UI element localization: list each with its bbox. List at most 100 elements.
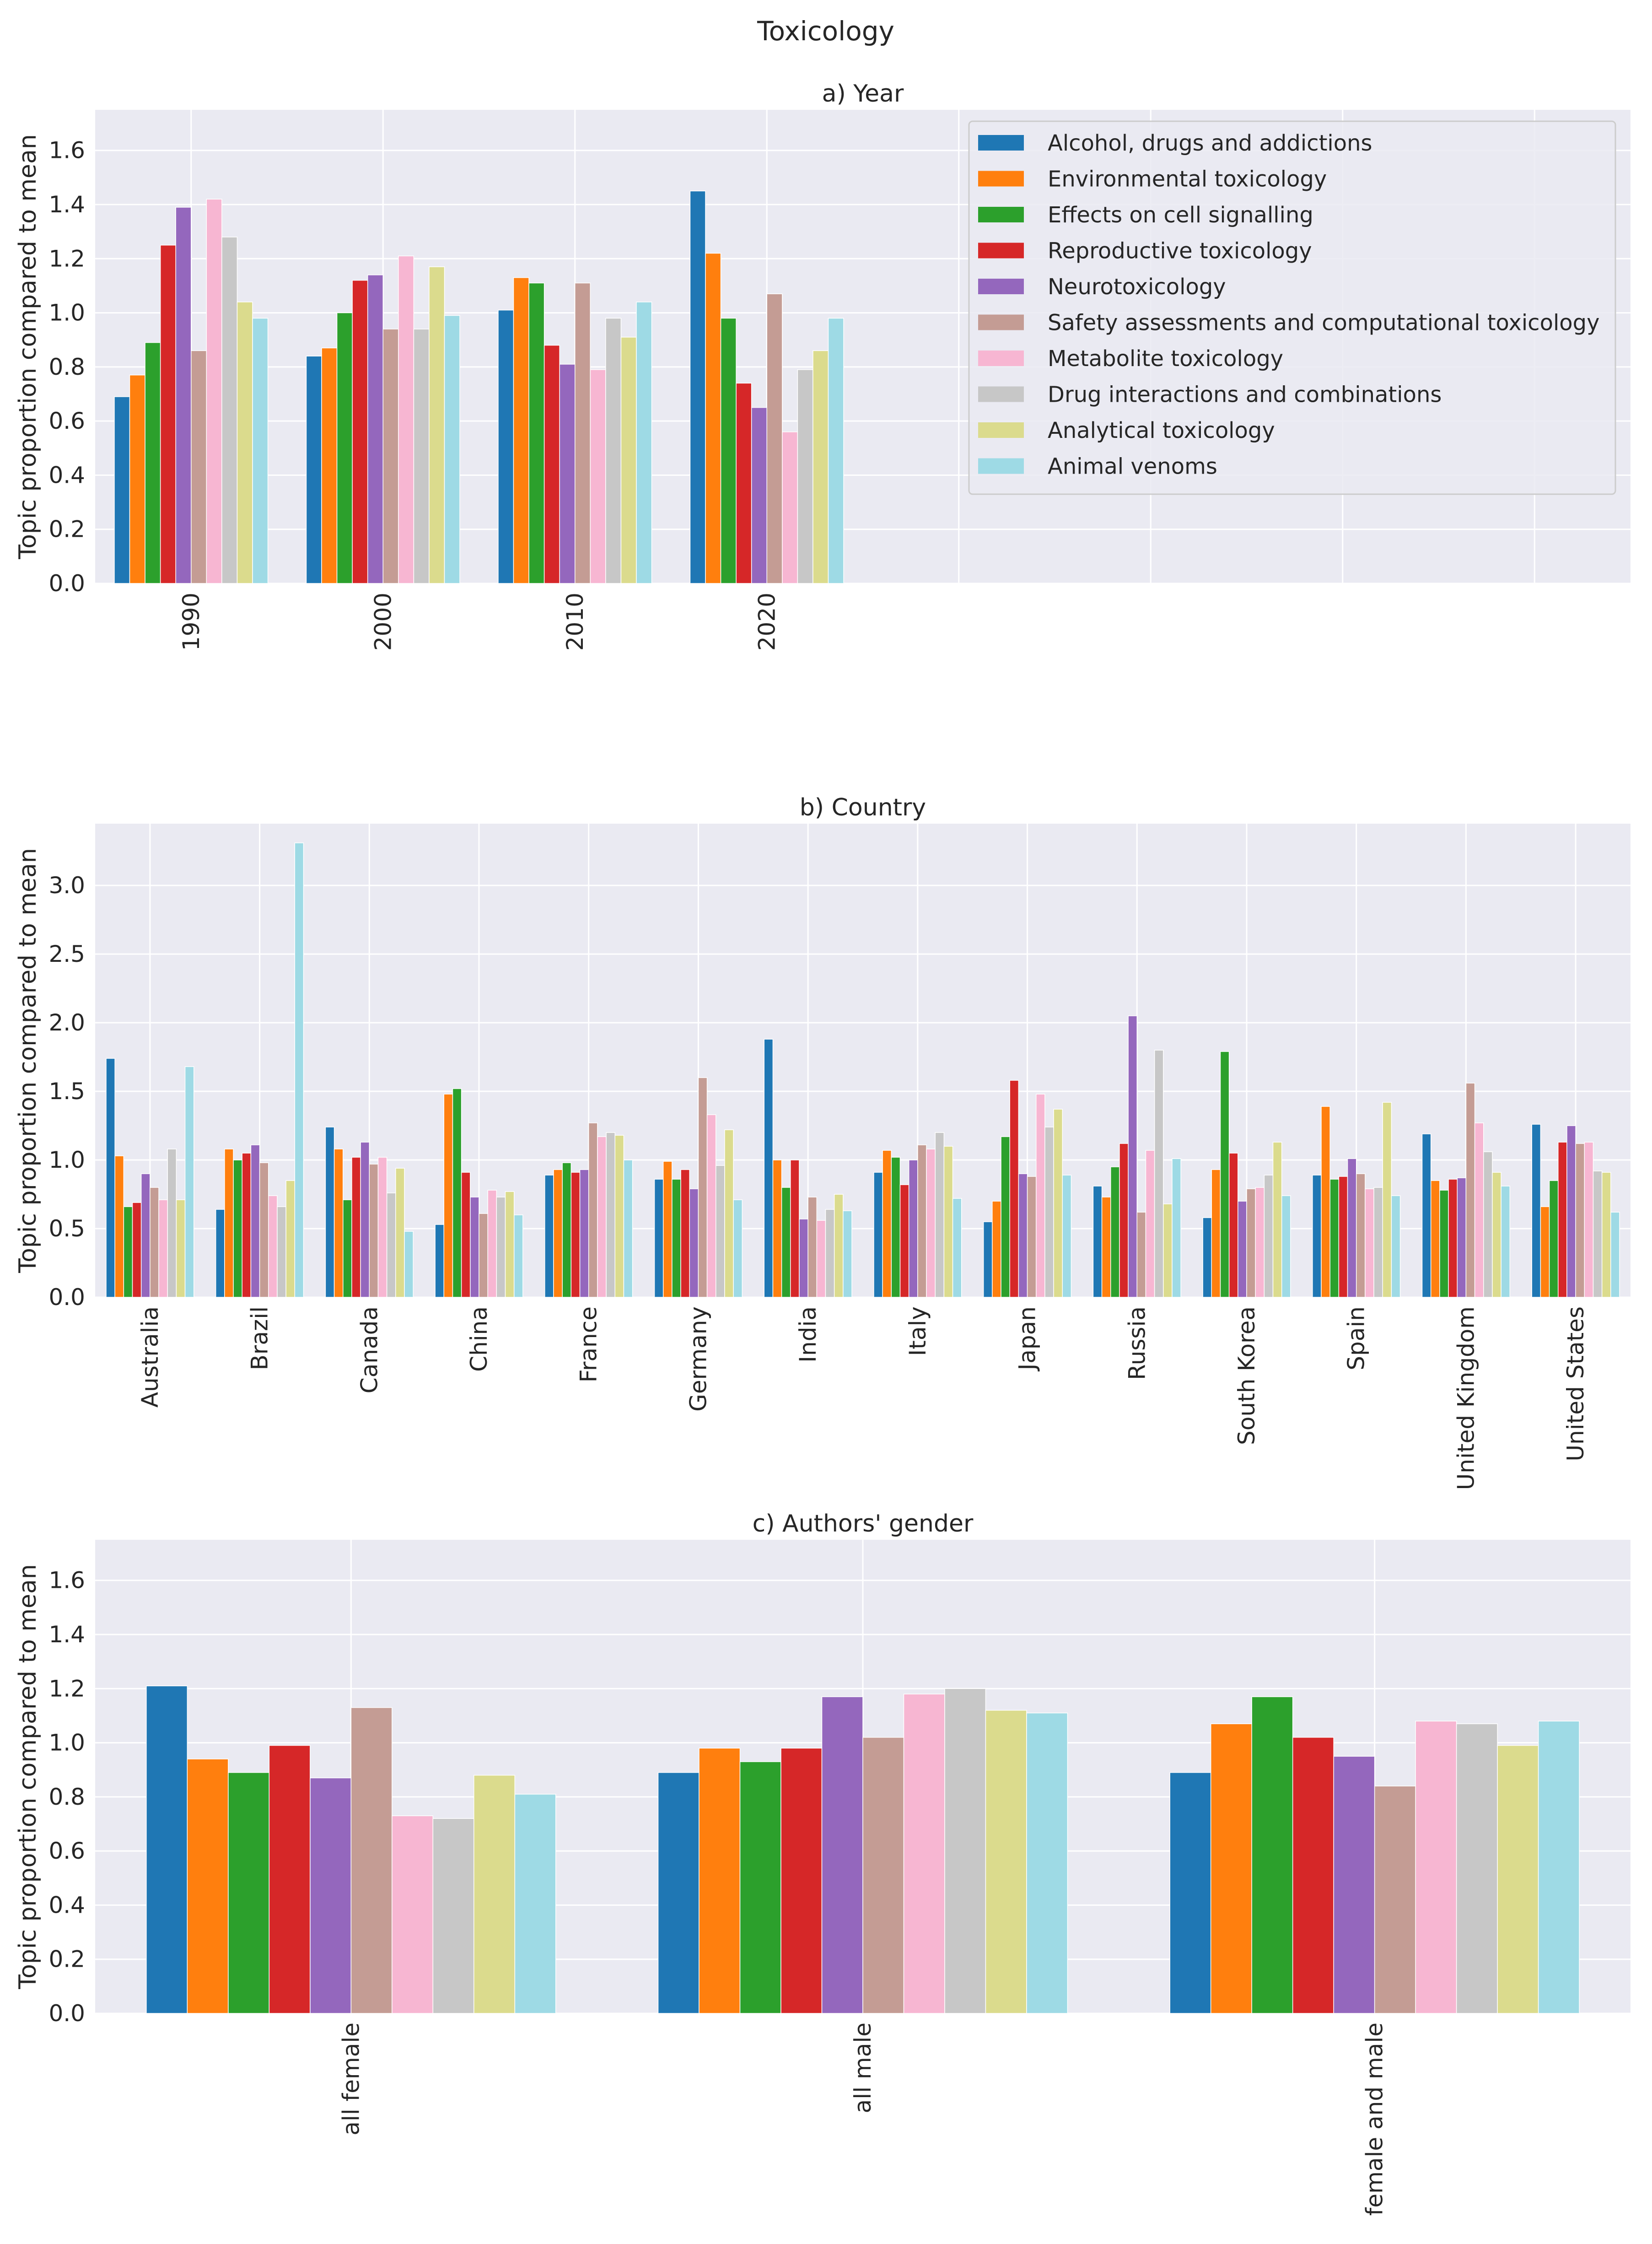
bar (404, 1231, 414, 1298)
bar (1092, 1186, 1103, 1298)
bar (570, 1172, 581, 1298)
bar (191, 350, 207, 584)
bar (553, 1169, 563, 1298)
bar (1456, 1723, 1498, 2014)
legend-swatch (978, 458, 1024, 474)
bar (562, 1162, 572, 1298)
x-tick-label: Russia (1124, 1306, 1150, 1380)
legend-swatch (978, 207, 1024, 222)
y-tick-label: 1.6 (48, 137, 85, 164)
bar (1421, 1133, 1431, 1298)
x-tick-label: female and male (1361, 2023, 1388, 2216)
x-tick-label: 2020 (753, 593, 780, 651)
bar (277, 1206, 286, 1298)
legend-frame (968, 120, 1616, 495)
bar (129, 374, 145, 584)
bar (926, 1149, 936, 1298)
bar (1356, 1173, 1366, 1298)
x-tick-label: United States (1562, 1306, 1589, 1462)
x-tick-label: all female (338, 2023, 364, 2136)
bar (474, 1775, 516, 2014)
bar (614, 1135, 624, 1298)
bar (1374, 1785, 1416, 2014)
bar (158, 1199, 168, 1298)
bar (187, 1759, 229, 2014)
legend-entry: Analytical toxicology (1048, 418, 1275, 443)
bar (813, 350, 829, 584)
bar (252, 318, 269, 584)
y-axis-label: Topic proportion compared to mean (14, 1564, 42, 1990)
bar (114, 396, 130, 584)
bar (834, 1194, 844, 1298)
y-tick-label: 0.2 (48, 1946, 85, 1973)
bar (689, 190, 706, 584)
bar (935, 1132, 945, 1298)
y-tick-label: 2.5 (48, 941, 85, 967)
y-tick-label: 0.8 (48, 354, 85, 380)
bar (1365, 1188, 1374, 1298)
bar (1566, 1125, 1576, 1298)
bar (825, 1209, 835, 1298)
bar (1136, 1212, 1146, 1298)
bar (1145, 1150, 1155, 1298)
bar (605, 318, 622, 584)
bar (944, 1688, 986, 2014)
bar (724, 1129, 734, 1298)
bar (1238, 1201, 1247, 1298)
legend-entry: Reproductive toxicology (1048, 238, 1312, 264)
bar (1027, 1176, 1037, 1298)
bar (452, 1088, 462, 1298)
bar (350, 1707, 393, 2014)
bar (899, 1184, 909, 1298)
x-tick-label: Brazil (247, 1306, 273, 1370)
x-tick-label: Australia (137, 1306, 163, 1408)
bar (1251, 1696, 1293, 2014)
bar (579, 1169, 589, 1298)
bar (106, 1058, 115, 1298)
chart-panel-1: 0.0 0.2 0.4 0.6 0.8 1.0 1.2 1.4 1.6 1990 2000 2010 2… (14, 80, 1630, 651)
bar (398, 255, 414, 584)
bar (1593, 1171, 1603, 1298)
bar (306, 356, 322, 584)
bar (636, 302, 652, 584)
bar (351, 1157, 361, 1298)
bar (985, 1710, 1027, 2014)
bar (352, 280, 368, 584)
bar (1163, 1203, 1173, 1298)
bar (160, 244, 176, 584)
x-tick-label: France (576, 1306, 602, 1382)
bar (1202, 1217, 1212, 1298)
bar (1062, 1175, 1072, 1298)
bar (1035, 1094, 1045, 1298)
chart-panel-3: 0.0 0.2 0.4 0.6 0.8 1.0 1.2 1.4 1.6 all female all… (14, 1510, 1630, 2216)
bar (689, 1188, 699, 1298)
bar (443, 1094, 453, 1298)
bar (382, 329, 399, 584)
bar (698, 1077, 708, 1298)
bar (1483, 1151, 1493, 1298)
bar (528, 282, 545, 584)
bar (781, 1187, 791, 1298)
bar (1338, 1176, 1348, 1298)
y-tick-label: 1.2 (48, 245, 85, 272)
bar (1001, 1136, 1010, 1298)
bar (1439, 1190, 1449, 1298)
bar (706, 1114, 716, 1298)
legend-swatch (978, 386, 1024, 402)
bar (140, 1173, 151, 1298)
bar (1018, 1173, 1028, 1298)
bar (575, 282, 591, 584)
bar (470, 1197, 479, 1298)
bar (862, 1737, 904, 2014)
bar (1169, 1772, 1211, 2014)
bar (597, 1136, 607, 1298)
bar (705, 253, 721, 584)
legend: Alcohol, drugs and addictions Environment… (968, 120, 1616, 495)
bar (294, 842, 304, 1298)
bar (221, 237, 238, 584)
bar (206, 199, 222, 584)
bar (487, 1190, 497, 1298)
x-tick-label: Italy (904, 1306, 931, 1356)
bar (680, 1169, 690, 1298)
